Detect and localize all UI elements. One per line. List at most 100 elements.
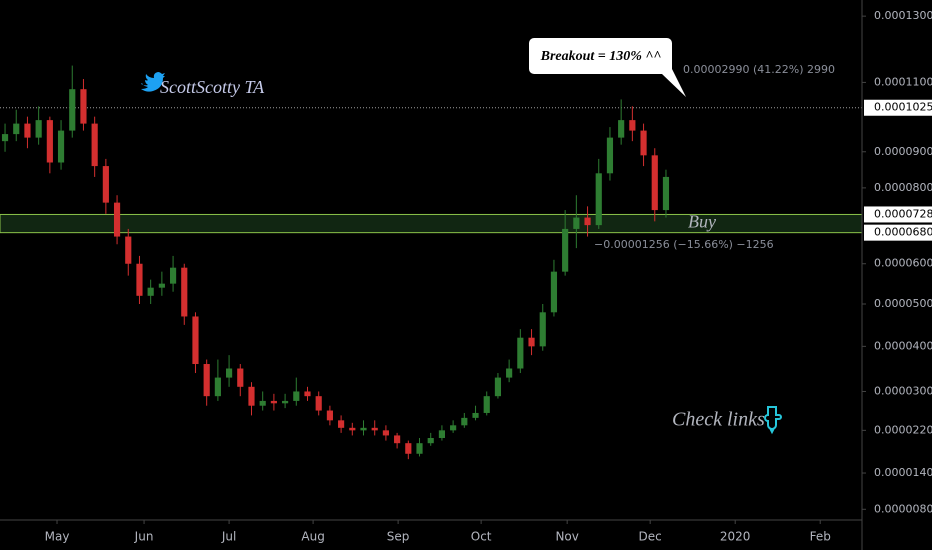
price-label: 0.00006802 [874,226,932,239]
candles [1,65,670,460]
candle-body [293,391,300,401]
x-tick-label: Jun [134,530,154,544]
candle-body [80,89,87,124]
candle-body [13,123,20,135]
links-text: Check links [672,409,765,431]
price-label-box [864,99,932,116]
candle-body [506,368,513,378]
candle-body [618,120,625,138]
candle-body [192,316,199,365]
candle-body [136,263,143,296]
candle-body [662,176,670,211]
zone-label: Buy [688,212,716,232]
candle-body [573,217,580,229]
candle-body [214,377,221,397]
candle-body [147,287,154,296]
candle-body [550,271,558,313]
candle-body [315,396,322,411]
candle-body [360,427,367,431]
candle-body [483,396,490,413]
candle-body [450,425,457,431]
candle-body [461,417,468,426]
x-tick-label: Jul [221,530,236,544]
candle-body [438,430,446,439]
candle-body [326,410,333,421]
candle-body [562,228,569,272]
candle-body [35,120,42,138]
x-tick-label: Dec [639,530,662,544]
callout-box [529,38,686,97]
candle-body [226,368,233,378]
price-label-box [864,206,932,223]
candle-body [169,267,177,284]
candle-body [113,202,121,237]
candle-body [584,217,591,226]
x-tick-label: Nov [555,530,578,544]
twitter-icon [141,72,165,92]
candle-body [394,435,401,444]
candle-body [338,420,345,428]
candle-body [382,430,389,436]
candle-body [125,236,132,264]
price-label: 0.00010258 [874,101,932,114]
candle-body [259,400,266,406]
x-tick-label: 2020 [720,530,751,544]
candle-body [158,283,165,288]
x-tick-label: Feb [810,530,831,544]
candle-body [248,386,255,406]
candle-body [91,123,98,167]
candle-body [629,120,636,131]
x-tick-label: May [45,530,70,544]
candle-body [595,173,602,226]
candle-body [69,89,76,131]
callout-text: Breakout = 130% ^^ [540,49,662,64]
candle-body [1,134,9,142]
candle-body [46,120,53,163]
candle-body [102,166,109,203]
y-tick-label: 0.00000800 [874,502,932,515]
hand-icon [764,406,782,435]
measure-up: 0.00002990 (41.22%) 2990 [683,63,835,76]
measure-down: −0.00001256 (−15.66%) −1256 [594,238,774,251]
candle-body [427,438,434,444]
candle-body [270,400,277,404]
candle-body [640,130,647,156]
candle-body [494,377,502,397]
candle-body [24,123,31,138]
candle-body [405,443,412,454]
candle-body [472,412,479,418]
buy-zone [0,213,863,234]
candle-body [539,312,546,347]
candle-body [282,400,289,404]
candle-body [181,267,188,317]
candle-body [237,368,244,387]
candle-body [528,337,535,347]
candle-body [606,137,614,174]
x-tick-label: Aug [301,530,324,544]
candle-body [651,155,658,211]
candle-body [416,443,423,454]
candle-body [304,391,311,397]
candle-body [371,427,378,431]
price-label: 0.00007283 [874,207,932,220]
x-tick-label: Sep [387,530,410,544]
watermark-text: ScottScotty TA [160,77,265,97]
candle-body [203,364,210,397]
price-label-box [864,224,932,241]
candle-body [517,337,524,369]
x-tick-label: Oct [471,530,492,544]
candle-body [57,130,65,163]
